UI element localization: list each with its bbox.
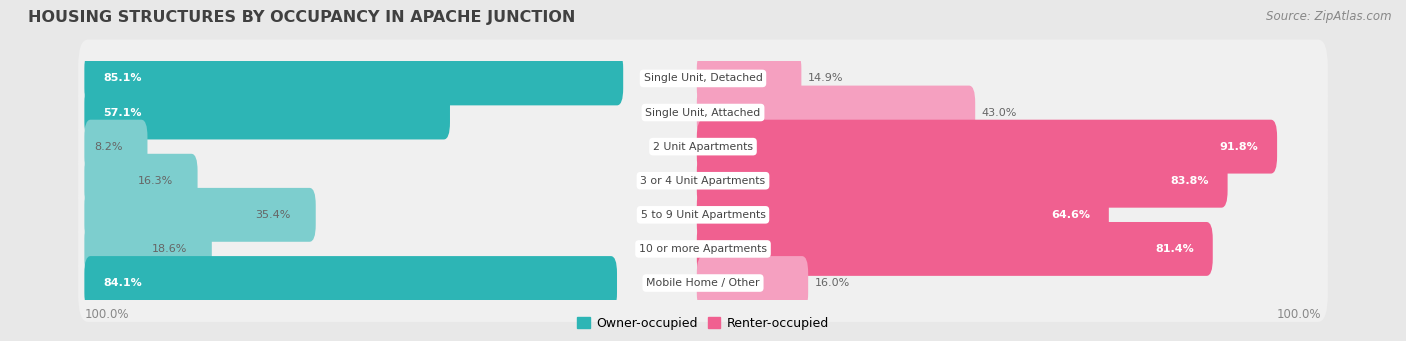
FancyBboxPatch shape bbox=[697, 51, 801, 105]
FancyBboxPatch shape bbox=[697, 222, 1213, 276]
FancyBboxPatch shape bbox=[79, 142, 1327, 220]
Text: Mobile Home / Other: Mobile Home / Other bbox=[647, 278, 759, 288]
Text: HOUSING STRUCTURES BY OCCUPANCY IN APACHE JUNCTION: HOUSING STRUCTURES BY OCCUPANCY IN APACH… bbox=[28, 10, 575, 25]
Text: 83.8%: 83.8% bbox=[1171, 176, 1209, 186]
Text: 57.1%: 57.1% bbox=[103, 107, 142, 118]
Text: 100.0%: 100.0% bbox=[1277, 308, 1322, 321]
FancyBboxPatch shape bbox=[79, 108, 1327, 186]
Text: 5 to 9 Unit Apartments: 5 to 9 Unit Apartments bbox=[641, 210, 765, 220]
FancyBboxPatch shape bbox=[79, 210, 1327, 288]
Text: 100.0%: 100.0% bbox=[84, 308, 129, 321]
Text: 64.6%: 64.6% bbox=[1052, 210, 1090, 220]
Text: Source: ZipAtlas.com: Source: ZipAtlas.com bbox=[1267, 10, 1392, 23]
Text: 3 or 4 Unit Apartments: 3 or 4 Unit Apartments bbox=[641, 176, 765, 186]
FancyBboxPatch shape bbox=[697, 120, 1277, 174]
Text: 16.3%: 16.3% bbox=[138, 176, 173, 186]
Text: 85.1%: 85.1% bbox=[103, 73, 142, 84]
FancyBboxPatch shape bbox=[697, 256, 808, 310]
Text: 43.0%: 43.0% bbox=[981, 107, 1017, 118]
FancyBboxPatch shape bbox=[79, 176, 1327, 254]
Text: Single Unit, Attached: Single Unit, Attached bbox=[645, 107, 761, 118]
FancyBboxPatch shape bbox=[84, 222, 212, 276]
Text: 14.9%: 14.9% bbox=[807, 73, 844, 84]
FancyBboxPatch shape bbox=[84, 51, 623, 105]
FancyBboxPatch shape bbox=[79, 74, 1327, 151]
Text: 84.1%: 84.1% bbox=[103, 278, 142, 288]
FancyBboxPatch shape bbox=[84, 86, 450, 139]
FancyBboxPatch shape bbox=[697, 86, 976, 139]
Text: 8.2%: 8.2% bbox=[94, 142, 122, 152]
FancyBboxPatch shape bbox=[84, 256, 617, 310]
Text: 81.4%: 81.4% bbox=[1156, 244, 1194, 254]
FancyBboxPatch shape bbox=[79, 40, 1327, 117]
Text: 2 Unit Apartments: 2 Unit Apartments bbox=[652, 142, 754, 152]
Text: 91.8%: 91.8% bbox=[1220, 142, 1258, 152]
Text: Single Unit, Detached: Single Unit, Detached bbox=[644, 73, 762, 84]
Text: 18.6%: 18.6% bbox=[152, 244, 187, 254]
FancyBboxPatch shape bbox=[697, 188, 1109, 242]
Text: 10 or more Apartments: 10 or more Apartments bbox=[638, 244, 768, 254]
Legend: Owner-occupied, Renter-occupied: Owner-occupied, Renter-occupied bbox=[572, 312, 834, 335]
FancyBboxPatch shape bbox=[79, 244, 1327, 322]
Text: 16.0%: 16.0% bbox=[814, 278, 849, 288]
FancyBboxPatch shape bbox=[84, 188, 316, 242]
FancyBboxPatch shape bbox=[697, 154, 1227, 208]
Text: 35.4%: 35.4% bbox=[256, 210, 291, 220]
FancyBboxPatch shape bbox=[84, 154, 198, 208]
FancyBboxPatch shape bbox=[84, 120, 148, 174]
